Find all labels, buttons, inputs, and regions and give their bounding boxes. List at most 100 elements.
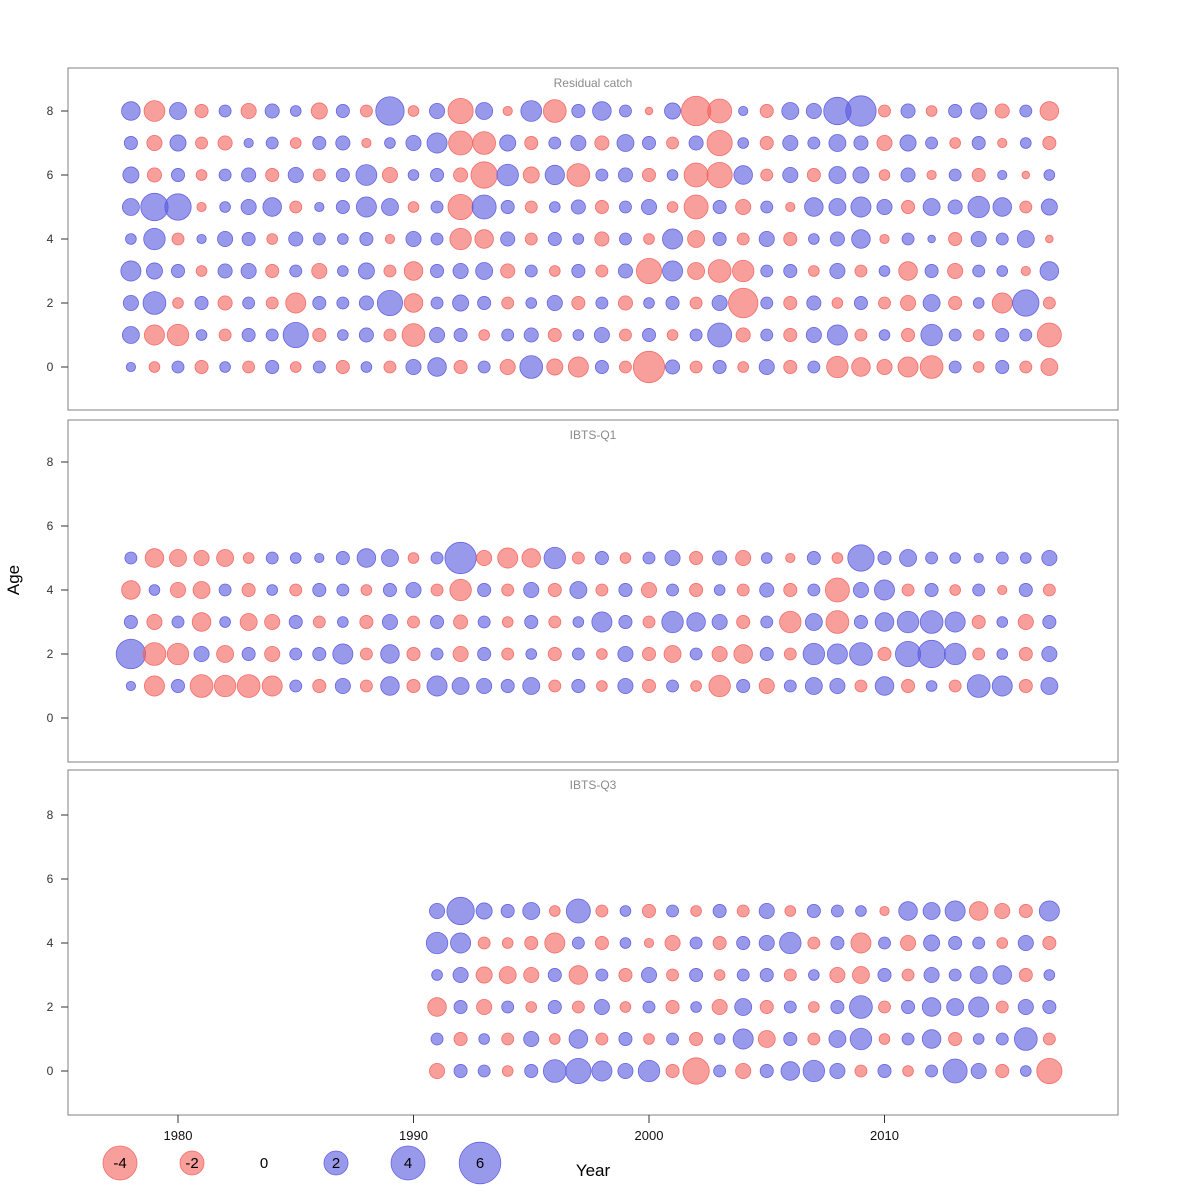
bubble xyxy=(758,934,775,952)
bubble xyxy=(849,642,873,666)
bubble xyxy=(644,106,654,116)
bubble xyxy=(425,931,449,955)
bubble xyxy=(1042,1000,1057,1014)
bubble xyxy=(783,264,798,278)
bubble xyxy=(618,1032,633,1046)
bubble xyxy=(565,1057,592,1085)
bubble xyxy=(948,679,962,693)
bubble xyxy=(712,904,727,918)
y-axis-tick-label: 0 xyxy=(47,360,54,374)
bubble xyxy=(926,169,937,181)
bubble xyxy=(759,136,774,150)
bubble xyxy=(265,328,279,342)
bubble xyxy=(759,968,774,982)
bubble xyxy=(847,544,875,572)
bubble xyxy=(567,356,589,378)
bubble xyxy=(453,614,469,630)
bubble xyxy=(922,294,941,312)
bubble xyxy=(736,679,751,693)
bubble xyxy=(447,97,474,125)
bubble xyxy=(358,327,374,343)
bubble xyxy=(1042,296,1056,310)
legend-bubble xyxy=(323,1150,349,1176)
bubble xyxy=(760,200,774,214)
bubble xyxy=(310,102,328,120)
bubble xyxy=(898,261,918,281)
bubble xyxy=(593,998,610,1016)
bubble xyxy=(879,233,890,245)
bubble xyxy=(713,1064,727,1078)
bubble xyxy=(171,232,185,246)
bubble xyxy=(521,548,541,568)
bubble xyxy=(997,137,1008,149)
bubble xyxy=(966,674,991,698)
bubble xyxy=(683,194,709,220)
bubble xyxy=(426,675,448,697)
bubble xyxy=(849,1027,873,1051)
bubble xyxy=(593,326,610,344)
bubble xyxy=(901,200,916,214)
bubble xyxy=(632,350,666,384)
bubble xyxy=(779,610,802,634)
legend-bubble xyxy=(458,1141,502,1185)
bubble xyxy=(265,168,280,182)
bubble xyxy=(171,679,185,693)
bubble xyxy=(640,198,658,216)
bubble xyxy=(335,551,350,565)
bubble xyxy=(452,294,470,312)
bubble xyxy=(662,228,684,250)
bubble xyxy=(971,136,986,150)
bubble xyxy=(878,296,891,310)
bubble xyxy=(878,265,891,277)
bubble xyxy=(637,1059,661,1083)
bubble xyxy=(735,1062,752,1080)
bubble xyxy=(213,674,237,698)
bubble xyxy=(845,95,877,127)
bubble xyxy=(312,583,327,597)
bubble xyxy=(242,552,255,564)
bubble xyxy=(146,167,162,183)
bubble xyxy=(312,296,327,310)
bubble xyxy=(972,583,986,597)
bubble xyxy=(217,263,233,279)
bubble xyxy=(337,329,349,341)
bubble xyxy=(807,136,821,150)
bubble xyxy=(687,230,705,248)
bubble xyxy=(524,1064,539,1078)
bubble xyxy=(689,328,703,342)
bubble xyxy=(547,968,562,982)
bubble xyxy=(312,647,327,661)
bubble xyxy=(121,580,141,600)
bubble xyxy=(219,201,231,213)
y-axis-tick-label: 0 xyxy=(47,711,54,725)
bubble xyxy=(570,199,586,215)
bubble xyxy=(779,931,802,955)
bubble xyxy=(994,902,1011,920)
bubble xyxy=(596,680,608,692)
bubble xyxy=(1039,261,1060,281)
bubble xyxy=(477,936,491,950)
bubble xyxy=(782,166,799,184)
bubble xyxy=(665,1064,680,1078)
bubble xyxy=(193,549,210,567)
bubble xyxy=(901,328,916,342)
bubble xyxy=(571,551,585,565)
bubble xyxy=(972,936,986,950)
bubble xyxy=(359,647,373,661)
bubble xyxy=(877,968,892,982)
bubble xyxy=(948,936,963,950)
bubble xyxy=(689,583,704,597)
bubble xyxy=(501,1032,515,1046)
bubble xyxy=(642,551,656,565)
bubble xyxy=(381,166,398,184)
bubble xyxy=(991,292,1013,314)
bubble xyxy=(804,613,823,631)
bubble xyxy=(666,583,679,597)
bubble xyxy=(288,615,303,629)
bubble xyxy=(830,1000,845,1014)
bubble xyxy=(616,134,635,152)
bubble xyxy=(241,583,256,597)
bubble xyxy=(359,104,373,118)
bubble xyxy=(312,679,327,693)
bubble xyxy=(595,296,609,310)
